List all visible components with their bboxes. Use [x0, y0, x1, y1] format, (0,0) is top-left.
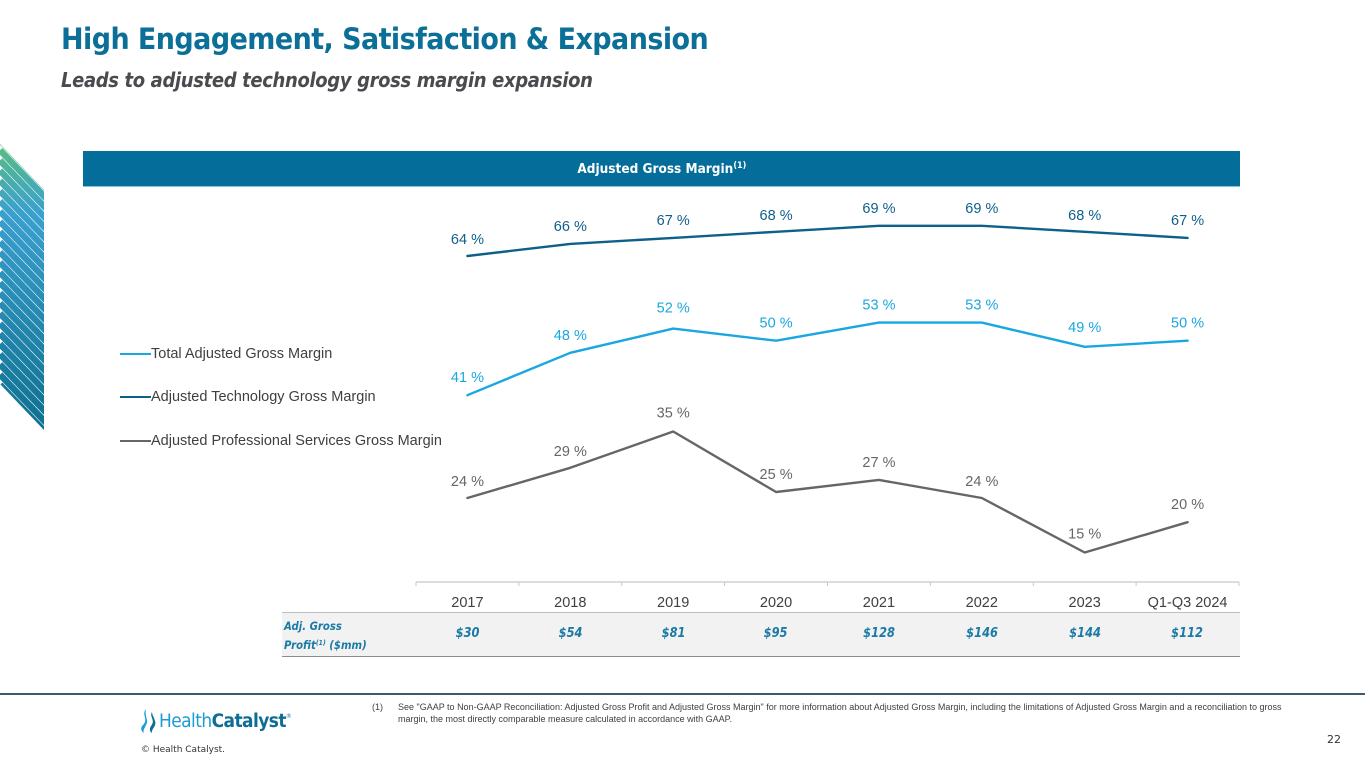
chart-legend: Total Adjusted Gross Margin Adjusted Tec…: [120, 343, 442, 474]
series-line-professional-services: [466, 430, 1189, 554]
footer-divider: [0, 693, 1365, 695]
slide-subtitle: Leads to adjusted technology gross margi…: [61, 68, 593, 92]
x-tick-label: 2021: [863, 595, 895, 611]
gross-profit-footnote-ref: (1): [315, 639, 326, 647]
x-axis: 2017 2018 2019 2020 2021 2022 2023 Q1-Q3 2024: [415, 581, 1240, 611]
data-label-professional-services: 24 %: [965, 474, 998, 490]
data-label-technology: 68 %: [1068, 208, 1101, 224]
gross-profit-value: $81: [661, 626, 686, 641]
gross-profit-value: $95: [764, 626, 788, 641]
gross-profit-row-label: Adj. Gross Profit(1) ($mm): [284, 618, 367, 654]
x-tick-label: Q1-Q3 2024: [1148, 595, 1228, 611]
data-label-professional-services: 15 %: [1068, 526, 1101, 542]
data-label-technology: 66 %: [554, 219, 587, 235]
x-tick-label: 2019: [657, 595, 689, 611]
data-label-total: 52 %: [657, 301, 690, 317]
data-label-professional-services: 35 %: [657, 405, 690, 421]
data-label-professional-services: 29 %: [554, 444, 587, 460]
health-catalyst-logo: HealthCatalyst®: [139, 708, 302, 734]
footnote-text: See "GAAP to Non-GAAP Reconciliation: Ad…: [398, 702, 1282, 724]
gross-profit-value: $146: [965, 626, 998, 641]
gross-profit-table: Adj. Gross Profit(1) ($mm) $30 $54 $81 $95 $…: [282, 612, 1240, 657]
data-label-technology: 67 %: [657, 213, 690, 229]
decorative-stripes-icon: [0, 144, 44, 430]
data-label-total: 53 %: [862, 298, 895, 314]
x-tick-label: 2022: [966, 595, 998, 611]
data-label-technology: 64 %: [451, 232, 484, 248]
gross-profit-label-line1: Adj. Gross: [284, 619, 342, 633]
logo-trademark: ®: [285, 712, 292, 720]
data-label-professional-services: 27 %: [862, 455, 895, 471]
gross-profit-value: $54: [558, 626, 583, 641]
data-label-total: 48 %: [554, 328, 587, 344]
data-label-technology: 69 %: [862, 201, 895, 217]
logo-text-catalyst: Catalyst: [211, 710, 287, 732]
gross-profit-value: $30: [455, 626, 480, 641]
data-label-professional-services: 24 %: [451, 474, 484, 490]
x-tick-label: 2017: [451, 595, 483, 611]
logo-text-health: Health: [159, 710, 212, 732]
data-label-technology: 69 %: [965, 201, 998, 217]
legend-label-total: Total Adjusted Gross Margin: [151, 345, 333, 362]
legend-item-total: Total Adjusted Gross Margin: [120, 343, 442, 364]
gross-profit-value: $144: [1068, 626, 1101, 641]
legend-swatch-professional-services: [120, 439, 151, 442]
chart-header-footnote-ref: (1): [732, 160, 746, 171]
legend-item-professional-services: Adjusted Professional Services Gross Mar…: [120, 430, 442, 451]
legend-label-technology: Adjusted Technology Gross Margin: [151, 389, 376, 405]
data-label-total: 49 %: [1068, 320, 1101, 336]
data-label-professional-services: 20 %: [1171, 497, 1204, 513]
data-label-total: 50 %: [760, 316, 793, 332]
x-tick-label: 2018: [554, 595, 586, 611]
footnote-number: (1): [372, 702, 383, 712]
legend-swatch-technology: [120, 396, 151, 398]
data-label-professional-services: 25 %: [760, 467, 793, 483]
data-label-technology: 67 %: [1171, 213, 1204, 229]
footnote: (1) See "GAAP to Non-GAAP Reconciliation…: [372, 701, 1292, 725]
gross-profit-value: $128: [863, 626, 895, 641]
data-label-total: 41 %: [451, 370, 484, 386]
data-label-technology: 68 %: [760, 208, 793, 224]
legend-item-technology: Adjusted Technology Gross Margin: [120, 387, 442, 408]
page-number: 22: [1327, 733, 1341, 746]
gross-profit-label-unit: ($mm): [325, 638, 367, 652]
data-labels: 41 % 48 % 52 % 50 % 53 % 53 % 49 % 50 % 64 % 66 %…: [451, 201, 1204, 543]
x-tick-label: 2023: [1069, 595, 1101, 611]
gross-profit-label-line2: Profit: [284, 638, 316, 652]
chart-header-label: Adjusted Gross Margin: [577, 160, 733, 177]
x-tick-label: 2020: [760, 595, 792, 611]
data-label-total: 50 %: [1171, 316, 1204, 332]
chart-header: Adjusted Gross Margin(1): [83, 151, 1240, 187]
copyright-text: © Health Catalyst.: [141, 745, 226, 755]
data-label-total: 53 %: [965, 298, 998, 314]
series-line-total: [466, 321, 1189, 397]
legend-swatch-total: [120, 352, 151, 355]
flame-logo-icon: [141, 709, 156, 733]
slide-title: High Engagement, Satisfaction & Expansio…: [61, 22, 709, 56]
gross-profit-value: $112: [1171, 626, 1204, 641]
series-line-technology: [466, 224, 1189, 258]
series-lines: [466, 224, 1189, 554]
legend-label-professional-services: Adjusted Professional Services Gross Mar…: [151, 432, 442, 449]
